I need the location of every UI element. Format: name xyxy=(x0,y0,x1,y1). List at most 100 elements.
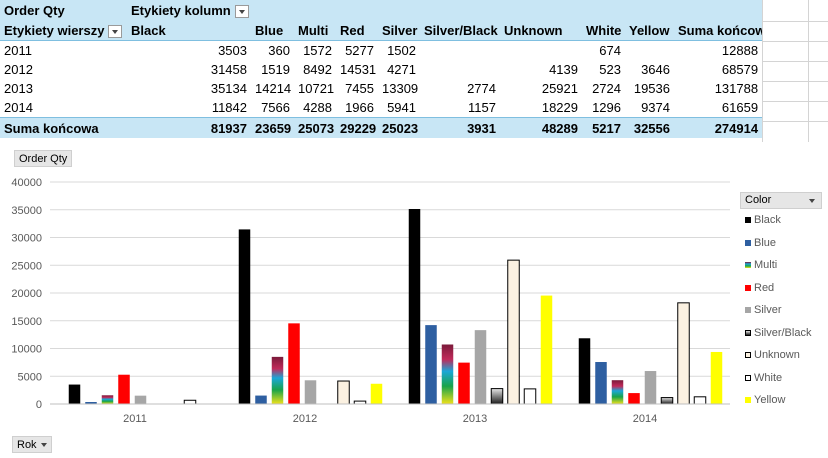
grand-total-cell: 29229 xyxy=(336,117,378,138)
legend-swatch xyxy=(745,307,751,313)
legend-item: Silver/Black xyxy=(740,322,822,345)
value-cell xyxy=(500,41,582,61)
y-tick-label: 35000 xyxy=(11,205,42,217)
chart-legend: Color Black Blue Multi Red Silver Silver/Blac… xyxy=(740,192,822,412)
value-field-button[interactable]: Order Qty xyxy=(14,150,73,167)
value-cell: 674 xyxy=(599,43,621,58)
column-header: White xyxy=(582,21,625,41)
legend-label: White xyxy=(754,371,783,384)
value-cell: 19536 xyxy=(633,81,670,96)
bar xyxy=(425,325,437,404)
grand-total-cell: 48289 xyxy=(500,117,582,138)
sheet-gridline xyxy=(762,101,828,102)
bar xyxy=(611,380,624,404)
value-cell: 14214 xyxy=(255,81,292,96)
value-cell: 1966 xyxy=(345,100,374,115)
pivot-row: 2012 31458 1519 8492 14531 4271 4139 523 3646 685… xyxy=(0,60,762,79)
legend-item: Blue xyxy=(740,232,822,255)
column-header: Blue xyxy=(251,21,294,41)
pivot-row: 2013 35134 14214 10721 7455 13309 2774 25921 272… xyxy=(0,79,762,98)
value-cell: 7566 xyxy=(261,100,290,115)
bar xyxy=(304,380,317,404)
value-cell: 12888 xyxy=(721,43,759,58)
bar xyxy=(693,396,707,405)
y-tick-label: 5000 xyxy=(18,371,42,383)
y-tick-label: 30000 xyxy=(11,233,42,245)
legend-label: Blue xyxy=(754,236,777,249)
grand-total-cell: 81937 xyxy=(127,117,251,138)
y-tick-label: 20000 xyxy=(11,288,42,300)
pivot-header-row-1: Order Qty Etykiety kolumn xyxy=(0,0,763,21)
bar xyxy=(101,395,114,404)
value-cell: 31458 xyxy=(210,62,247,77)
legend-item: Yellow xyxy=(740,389,822,412)
value-cell: 1502 xyxy=(387,43,416,58)
legend-item: White xyxy=(740,367,822,390)
legend-swatch xyxy=(745,374,751,381)
pivot-table: Order Qty Etykiety kolumn Etykiety wiers… xyxy=(0,0,763,138)
value-cell: 1519 xyxy=(261,62,290,77)
bar xyxy=(370,383,383,404)
value-cell: 4139 xyxy=(549,62,578,77)
value-cell xyxy=(420,60,500,79)
y-tick-label: 10000 xyxy=(11,344,42,356)
value-cell: 1572 xyxy=(303,43,332,58)
row-labels-cell: Etykiety wierszy xyxy=(0,21,127,41)
bar xyxy=(474,330,487,404)
row-label: 2013 xyxy=(4,81,33,96)
legend-item: Multi xyxy=(740,254,822,277)
value-cell: 25921 xyxy=(541,81,578,96)
legend-swatch xyxy=(745,329,751,336)
bar xyxy=(118,374,130,404)
legend-items: Black Blue Multi Red Silver Silver/Black Unkno… xyxy=(740,209,822,412)
y-tick-label: 25000 xyxy=(11,260,42,272)
value-cell: 4271 xyxy=(387,62,416,77)
value-cell: 3503 xyxy=(218,43,247,58)
value-cell: 2774 xyxy=(467,81,496,96)
value-cell: 9374 xyxy=(641,100,670,115)
value-cell: 11842 xyxy=(211,100,247,115)
bar xyxy=(68,384,81,404)
chart-plot-area: 0 5000 10000 15000 20000 25000 30000 35000 40000… xyxy=(11,177,730,425)
sheet-gridline xyxy=(762,121,828,122)
x-tick-label: 2012 xyxy=(293,413,317,425)
row-filter-dropdown-icon[interactable] xyxy=(108,25,123,39)
bar xyxy=(271,356,284,404)
value-cell: 14531 xyxy=(340,62,377,77)
value-cell: 7455 xyxy=(345,81,374,96)
grand-total-cell: 23659 xyxy=(251,117,294,138)
value-cell: 1157 xyxy=(468,100,496,115)
chevron-down-icon xyxy=(40,443,47,448)
pivot-row: 2014 11842 7566 4288 1966 5941 1157 18229 1296 93… xyxy=(0,98,762,118)
legend-label: Silver xyxy=(754,304,782,316)
bar xyxy=(408,209,421,404)
pivot-header-row-2: Etykiety wierszy Black Blue Multi Red Silver… xyxy=(0,21,763,41)
value-cell: 5941 xyxy=(387,100,416,115)
bar xyxy=(458,362,470,404)
sheet-gridline xyxy=(762,21,828,22)
column-header: Silver xyxy=(378,21,420,41)
axis-field-button[interactable]: Rok xyxy=(12,436,52,453)
value-cell: 4288 xyxy=(303,100,332,115)
bar xyxy=(595,362,607,404)
pivot-chart[interactable]: Order Qty 0 5000 10000 15000 20000 25000 30000… xyxy=(0,142,828,458)
value-cell: 5277 xyxy=(345,43,374,58)
value-cell: 35134 xyxy=(210,81,247,96)
value-cell: 13309 xyxy=(382,81,419,96)
bar xyxy=(507,259,520,405)
column-header: Multi xyxy=(294,21,336,41)
value-cell: 131788 xyxy=(714,81,759,96)
bar xyxy=(288,323,300,404)
bar xyxy=(134,395,147,404)
legend-item: Unknown xyxy=(740,344,822,367)
value-cell: 68579 xyxy=(721,62,759,77)
legend-field-button[interactable]: Color xyxy=(740,192,822,209)
column-header: Yellow xyxy=(625,21,674,41)
bar xyxy=(238,229,251,404)
legend-label: Silver/Black xyxy=(754,326,812,339)
row-label: 2011 xyxy=(4,43,32,58)
legend-label: Black xyxy=(754,214,781,226)
column-filter-dropdown-icon[interactable] xyxy=(234,5,249,19)
spreadsheet-area: Order Qty Etykiety kolumn Etykiety wiers… xyxy=(0,0,828,142)
bar xyxy=(660,397,674,405)
